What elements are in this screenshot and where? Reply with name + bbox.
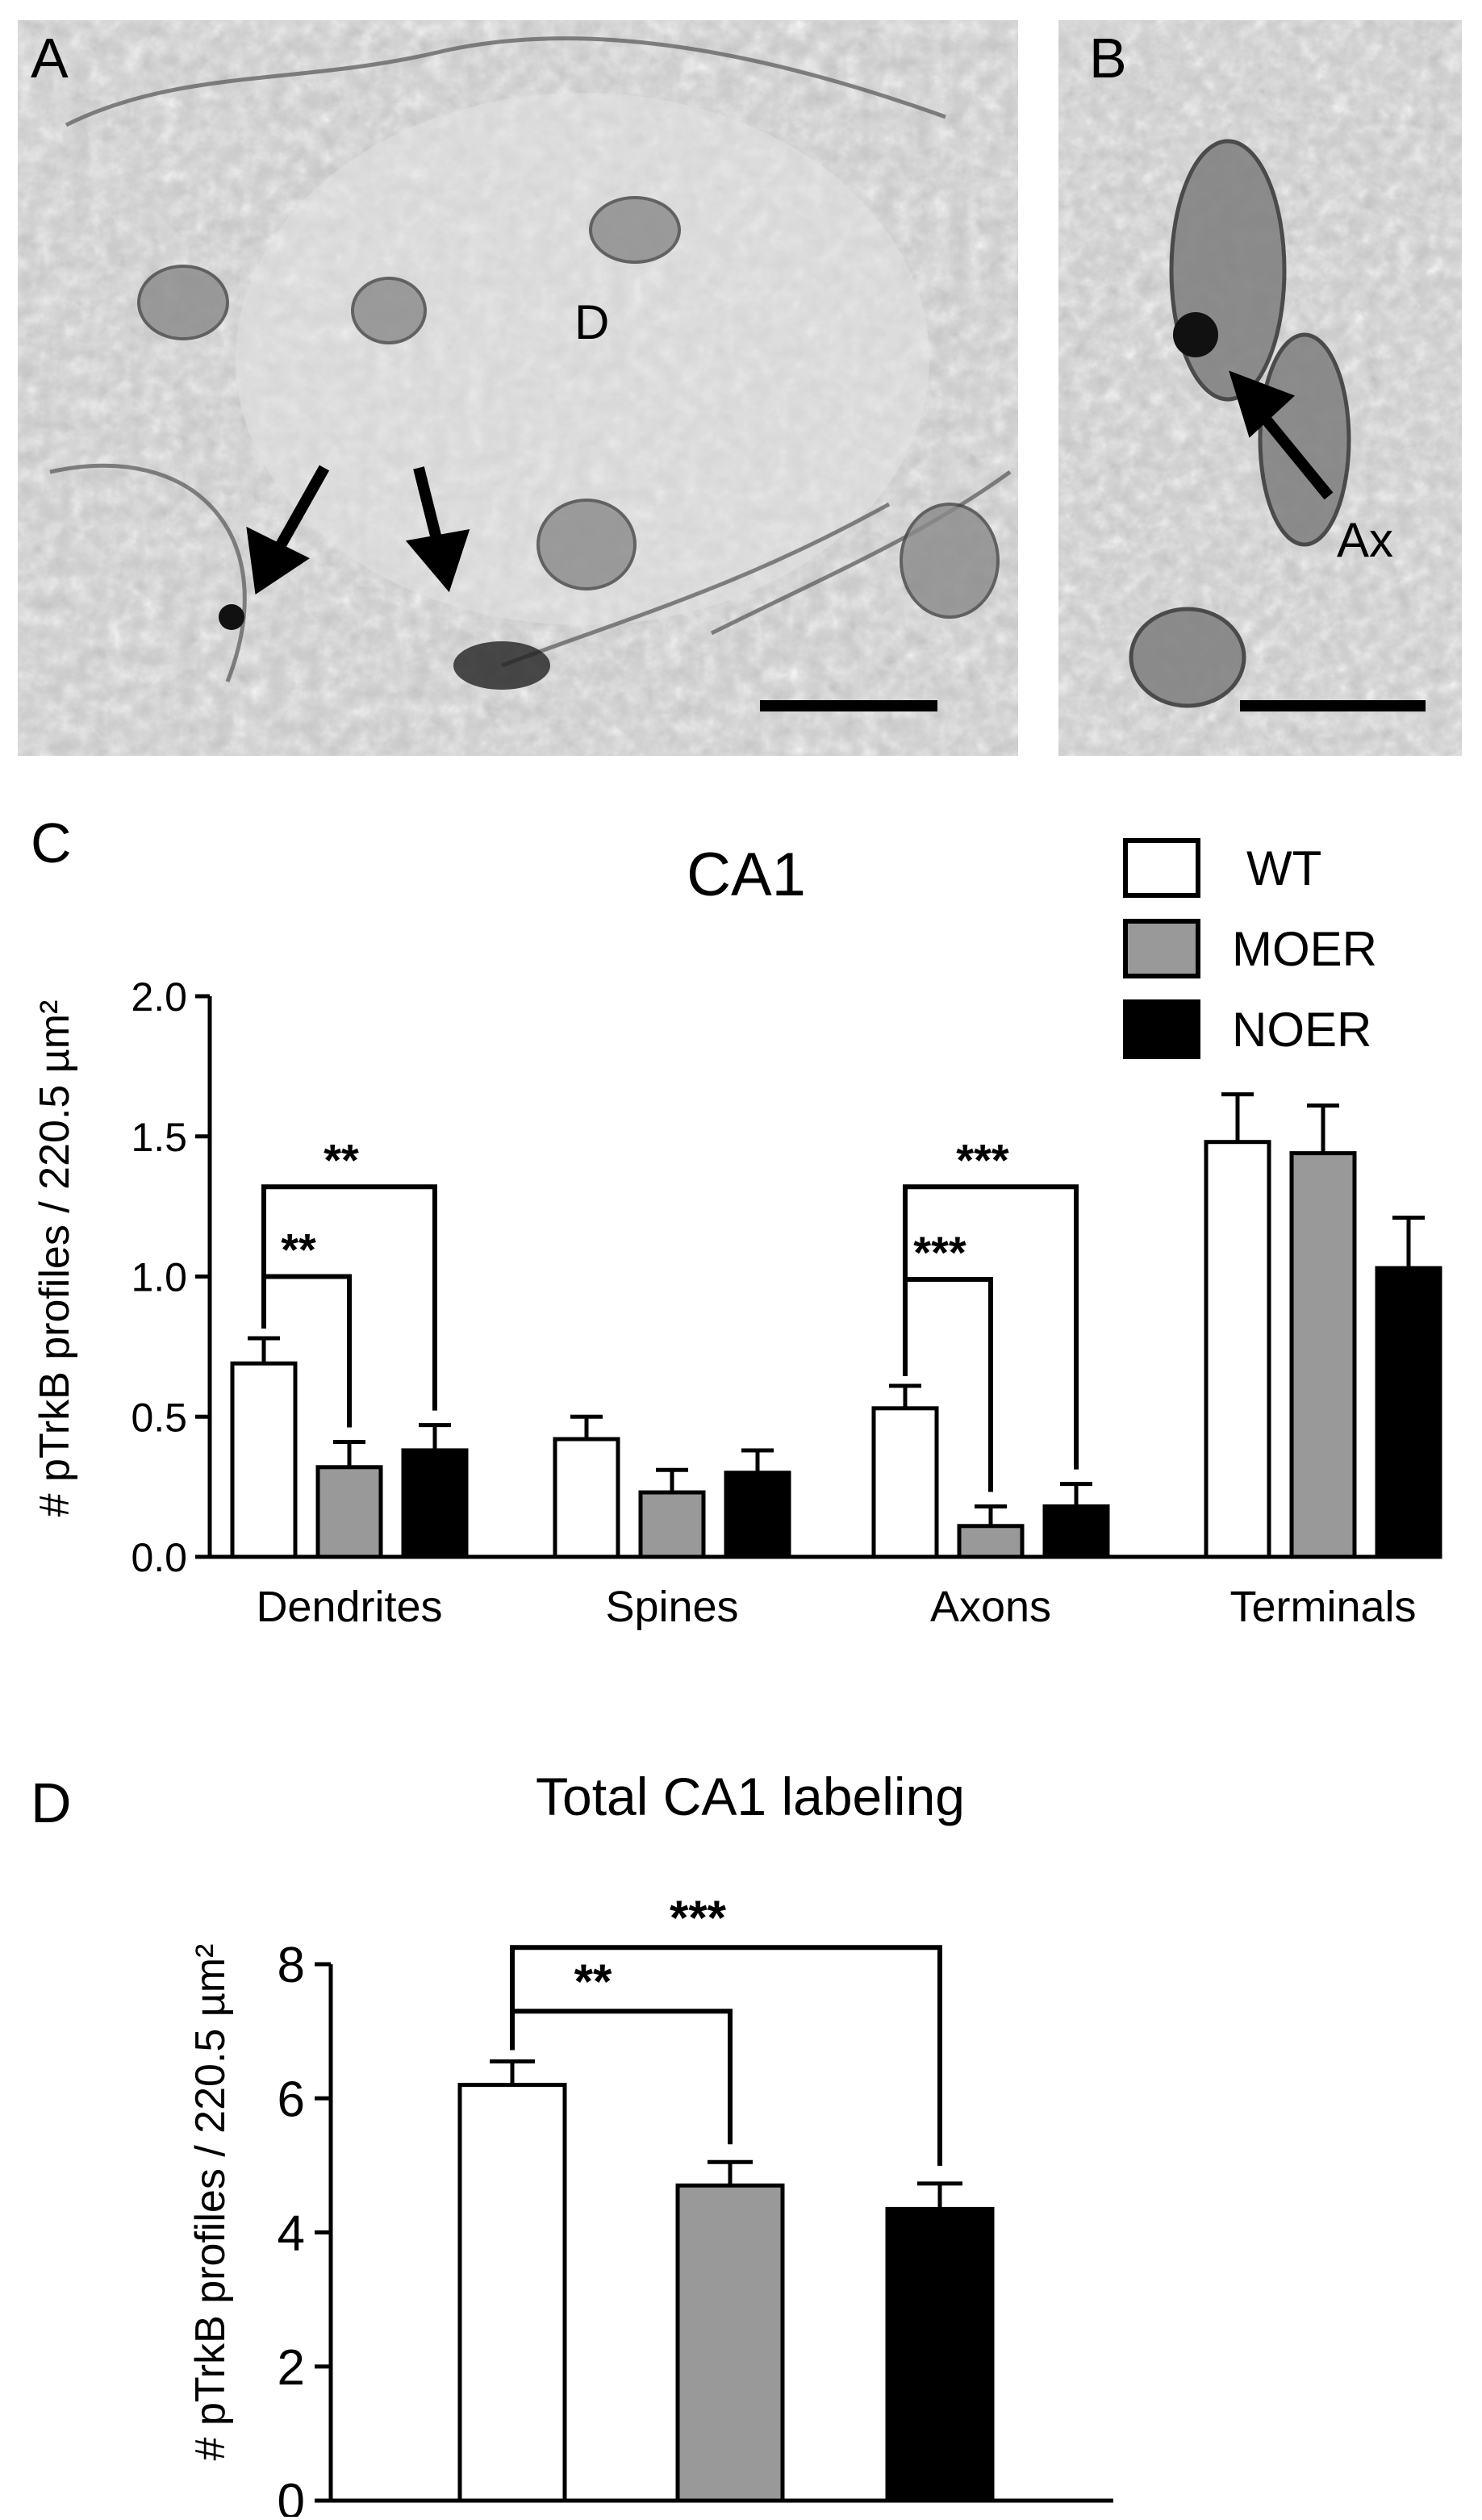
chart-ca1-legend-label: WT	[1246, 841, 1321, 895]
chart-total-y-tick-label: 2	[278, 2340, 305, 2396]
chart-total-significance-label: **	[574, 1955, 612, 2009]
chart-ca1-bar	[724, 1471, 791, 1559]
chart-ca1-bar	[1289, 1151, 1357, 1559]
micrograph-a: D	[18, 20, 1018, 756]
chart-ca1-significance-label: ***	[913, 1227, 966, 1278]
micrograph-b: Ax	[1058, 20, 1462, 756]
chart-ca1-y-tick-label: 1.0	[131, 1255, 187, 1300]
chart-total-bar	[457, 2083, 567, 2503]
chart-total-ca1: Total CA1 labeling # pTrkB profiles / 22…	[187, 1767, 1113, 2517]
chart-ca1-ylabel: # pTrkB profiles / 220.5 µm²	[31, 1000, 78, 1517]
chart-ca1-y-tick-label: 1.5	[131, 1115, 187, 1160]
panel-letter-b: B	[1089, 27, 1127, 90]
panel-letter-c: C	[31, 811, 72, 874]
chart-total-plot: 02468WTMOERNOER*****	[278, 1891, 1113, 2517]
panel-letter-d: D	[31, 1771, 72, 1834]
chart-total-y-tick-label: 0	[278, 2474, 305, 2517]
structure-label-ax: Ax	[1337, 513, 1394, 567]
chart-ca1-legend-label: MOER	[1232, 922, 1377, 976]
chart-ca1-bar	[1375, 1266, 1442, 1559]
micrograph-a-image	[18, 20, 1018, 756]
chart-ca1-legend-swatch	[1123, 919, 1200, 978]
micrograph-b-image	[1058, 20, 1462, 756]
chart-ca1-legend: WT MOER NOER	[1123, 838, 1377, 1059]
chart-ca1-legend-swatch	[1123, 838, 1200, 898]
chart-total-y-tick-label: 4	[278, 2206, 305, 2262]
chart-total-y-tick-label: 6	[278, 2071, 305, 2127]
chart-total-ylabel: # pTrkB profiles / 220.5 µm²	[187, 1944, 234, 2461]
chart-ca1-significance-label: **	[281, 1225, 316, 1275]
chart-ca1-bar	[553, 1437, 620, 1559]
structure-label-d: D	[574, 295, 610, 349]
chart-ca1-x-tick-label: Axons	[930, 1583, 1051, 1631]
chart-total-title: Total CA1 labeling	[536, 1767, 965, 1826]
chart-ca1-y-tick-label: 0.5	[131, 1395, 187, 1440]
chart-total-significance-label: ***	[670, 1891, 727, 1945]
chart-ca1-bar	[230, 1361, 298, 1559]
chart-ca1-y-tick-label: 2.0	[131, 974, 187, 1020]
chart-ca1-bar	[957, 1524, 1025, 1559]
chart-ca1-x-tick-label: Spines	[605, 1583, 738, 1631]
chart-ca1-bar	[401, 1448, 469, 1559]
chart-ca1-significance-bracket	[261, 1184, 437, 1411]
chart-total-y-tick-label: 8	[278, 1938, 305, 1993]
chart-ca1: CA1 # pTrkB profiles / 220.5 µm² 0.0 0.5 1…	[31, 838, 1442, 1631]
chart-ca1-bar	[638, 1490, 706, 1559]
chart-ca1-bar	[871, 1406, 939, 1559]
chart-ca1-legend-swatch	[1123, 999, 1200, 1059]
chart-total-bar	[885, 2206, 995, 2503]
chart-ca1-significance-bracket	[903, 1184, 1079, 1470]
chart-ca1-x-tick-label: Terminals	[1229, 1583, 1416, 1631]
chart-ca1-bar	[1204, 1140, 1271, 1559]
chart-ca1-plot: 0.0 0.5 1.0 1.5 2.0 Dendrites Spines Axons Termi…	[131, 974, 1442, 1631]
chart-ca1-legend-label: NOER	[1232, 1003, 1371, 1057]
chart-ca1-title: CA1	[687, 841, 806, 909]
chart-ca1-bar	[315, 1465, 383, 1559]
chart-total-significance-bracket	[510, 1945, 942, 2166]
chart-ca1-y-tick-label: 0.0	[131, 1535, 187, 1580]
chart-ca1-bar	[1042, 1504, 1110, 1559]
chart-ca1-significance-label: ***	[956, 1134, 1009, 1185]
chart-total-bar	[675, 2183, 785, 2503]
chart-ca1-significance-label: **	[324, 1134, 359, 1185]
panel-letter-a: A	[31, 27, 69, 90]
chart-ca1-x-tick-label: Dendrites	[256, 1583, 442, 1631]
